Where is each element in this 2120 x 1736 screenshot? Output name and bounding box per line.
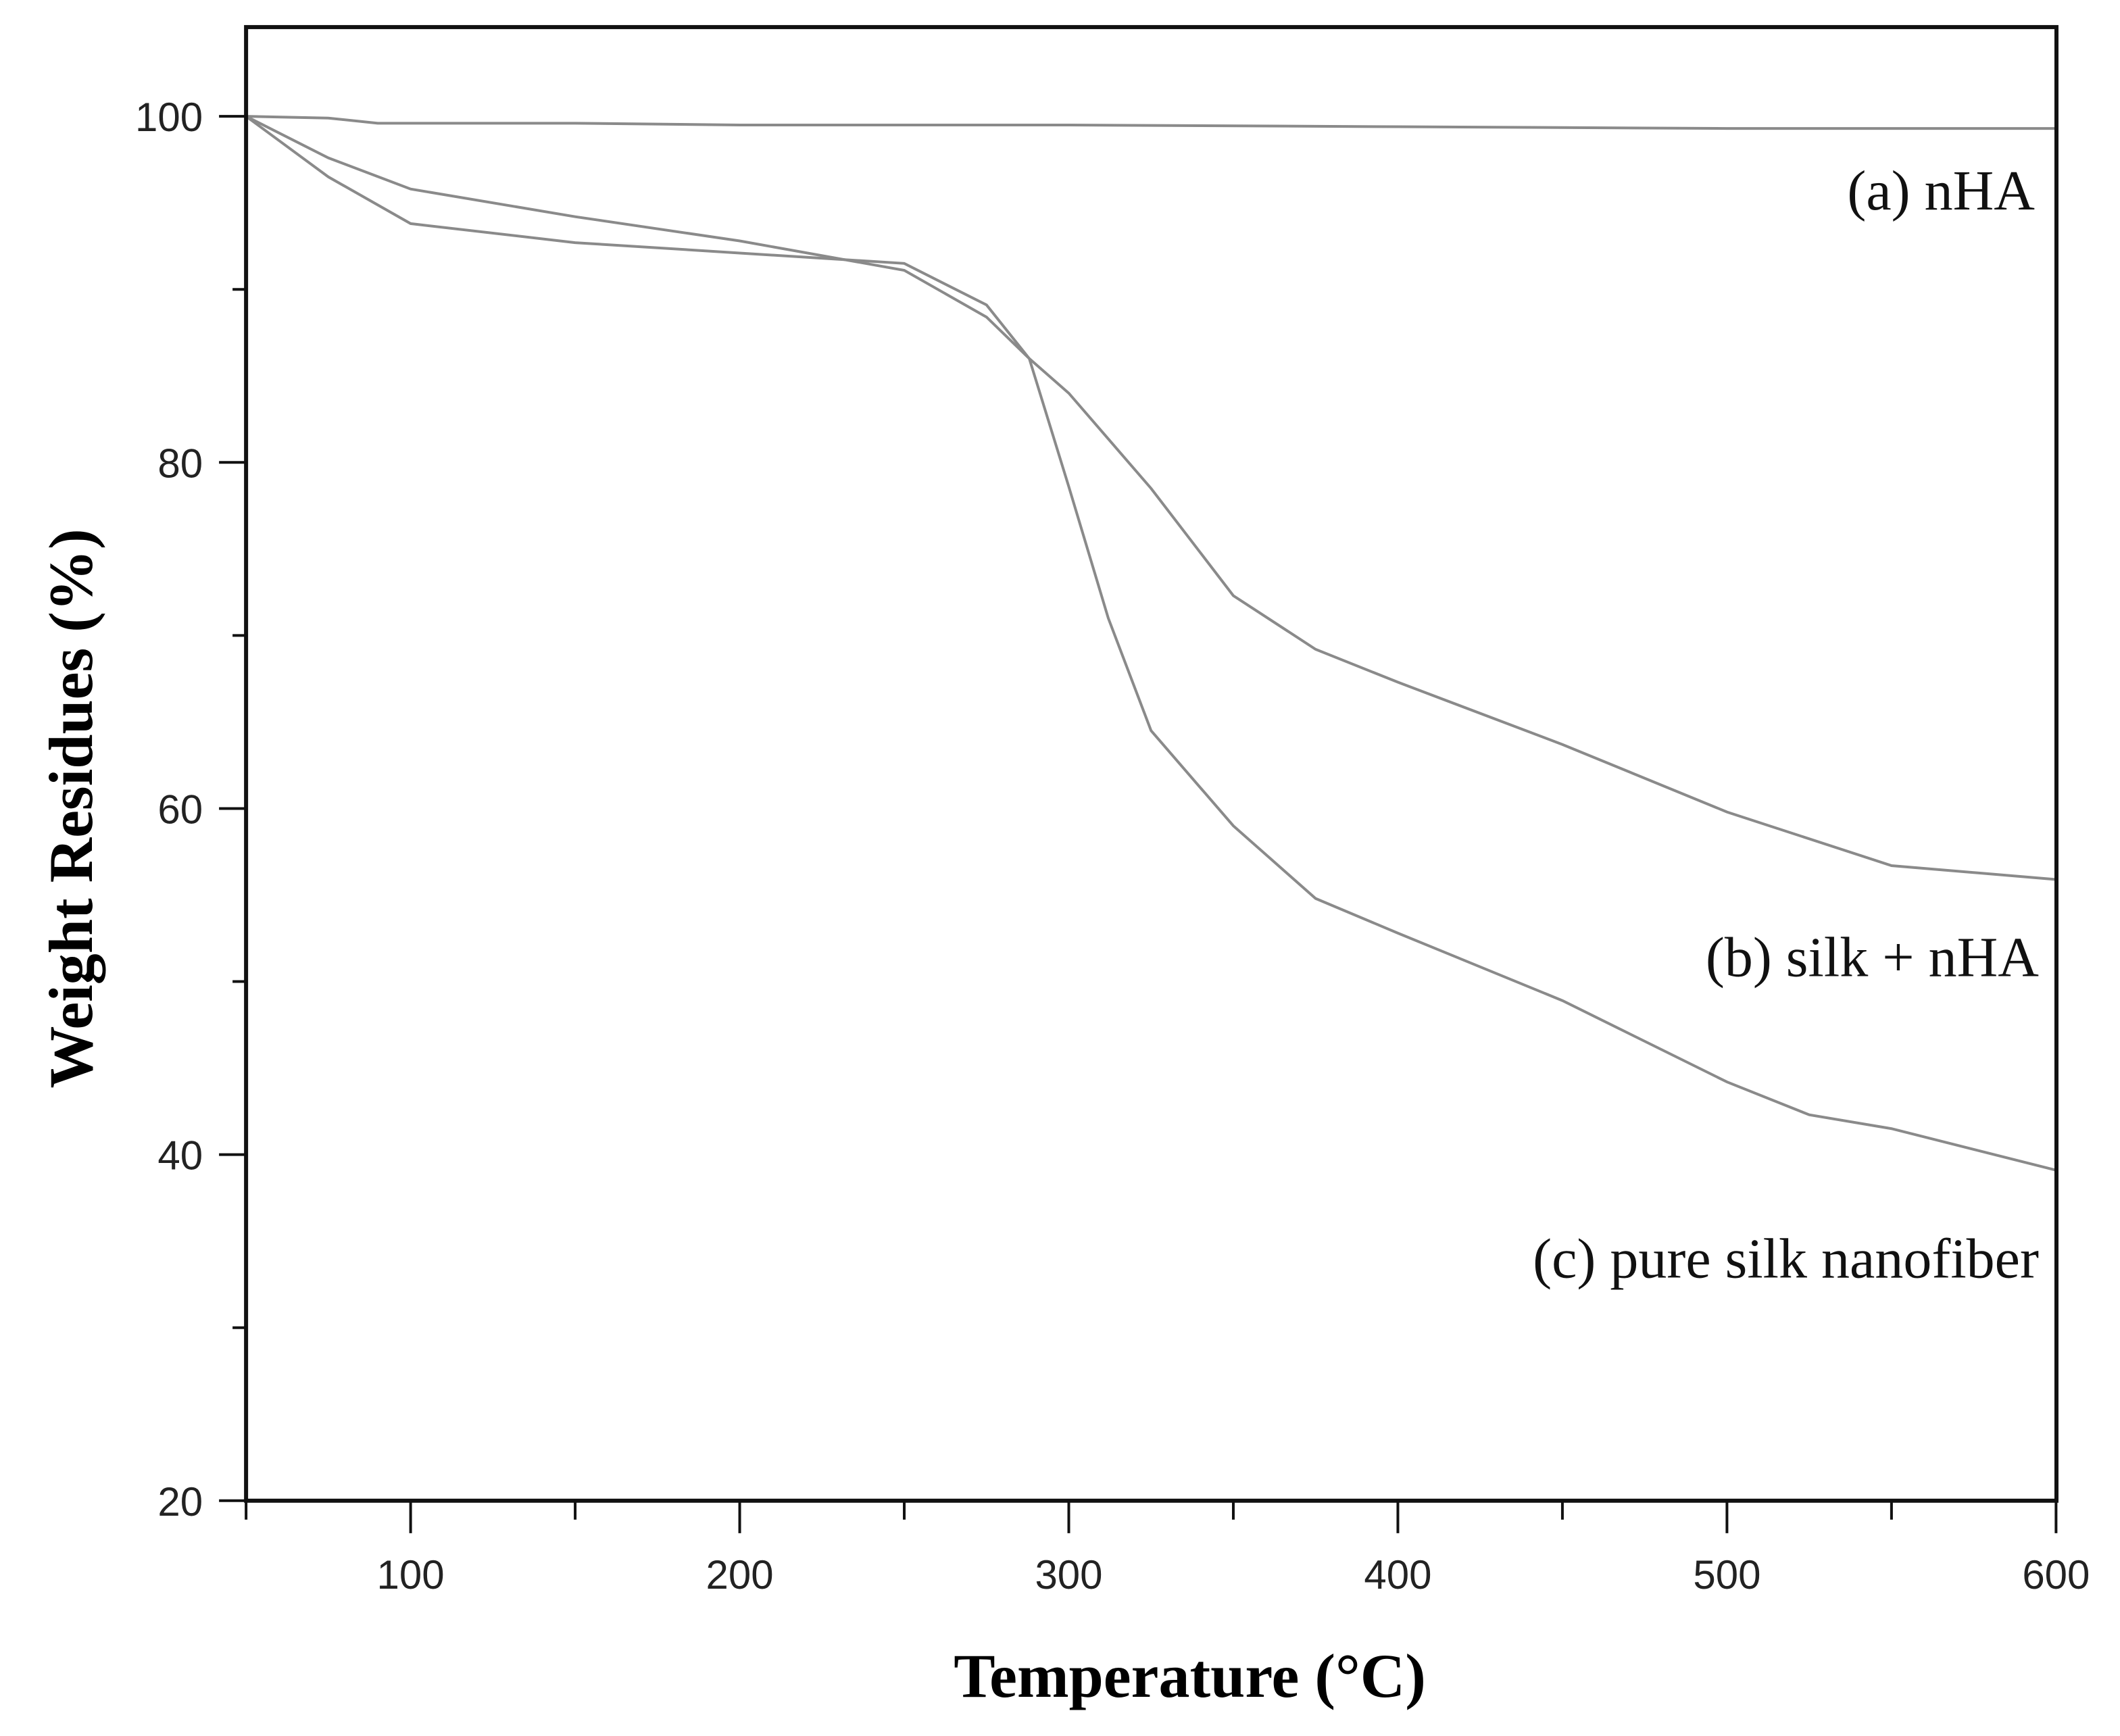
series-label-b: (b) silk + nHA (1706, 926, 2039, 989)
series-label-a: (a) nHA (1847, 159, 2035, 222)
x-tick-label: 100 (377, 1552, 445, 1597)
y-tick-label: 40 (157, 1133, 203, 1179)
y-tick-label: 60 (157, 787, 203, 832)
y-tick-label: 20 (157, 1479, 203, 1524)
y-tick-label: 100 (135, 95, 203, 140)
y-tick-label: 80 (157, 441, 203, 486)
series-lines (245, 115, 2056, 1172)
series-line-c (245, 115, 2056, 1172)
x-tick-label: 300 (1035, 1552, 1102, 1597)
series-label-c: (c) pure silk nanofiber (1533, 1228, 2039, 1291)
y-axis-title: Weight Residues (%) (36, 528, 105, 1088)
x-axis-title: Temperature (°C) (954, 1641, 1426, 1710)
axis-ticks: 100 200 300 400 500 600 20 40 60 80 100 (135, 95, 2090, 1597)
x-tick-label: 200 (706, 1552, 773, 1597)
x-tick-label: 600 (2022, 1552, 2090, 1597)
series-line-b (245, 115, 2056, 881)
plot-frame (244, 25, 2059, 1503)
x-tick-label: 500 (1693, 1552, 1760, 1597)
x-tick-label: 400 (1364, 1552, 1431, 1597)
series-line-a (246, 115, 2056, 130)
